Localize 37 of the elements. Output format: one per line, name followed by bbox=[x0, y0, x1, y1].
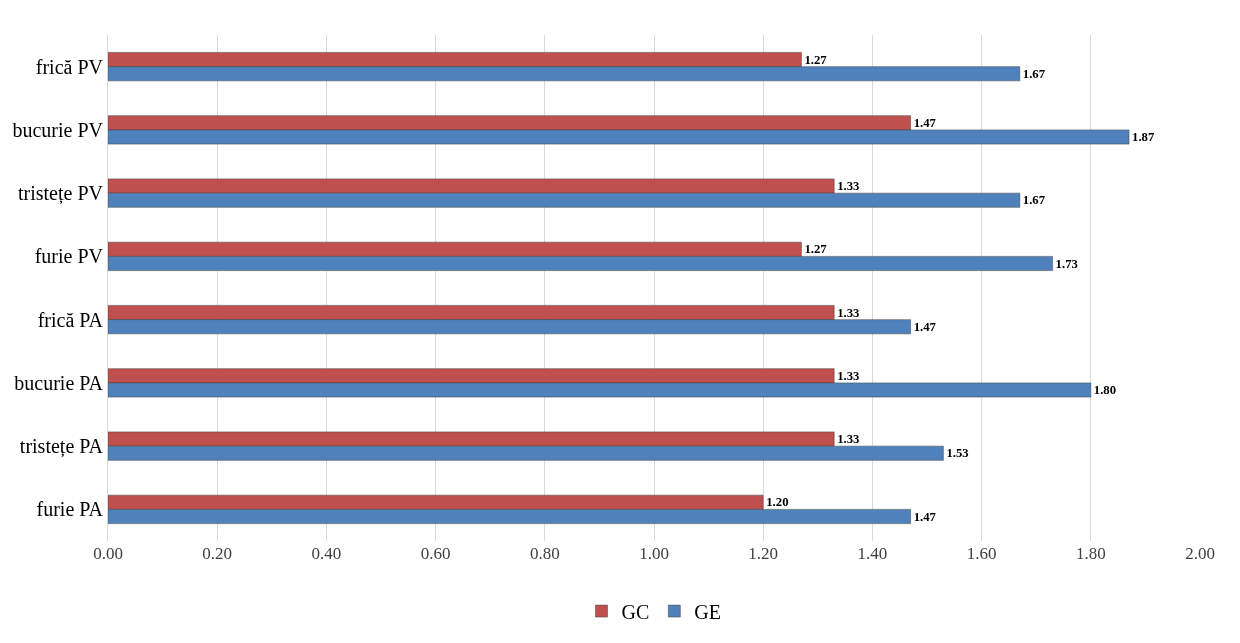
data-label: 1.67 bbox=[1022, 193, 1046, 208]
data-label: 1.67 bbox=[1022, 66, 1046, 81]
x-tick-label: 0.60 bbox=[420, 544, 451, 563]
data-label: 1.27 bbox=[804, 242, 828, 257]
data-label: 1.33 bbox=[837, 305, 860, 320]
x-tick-label: 0.20 bbox=[202, 544, 233, 563]
data-label: 1.87 bbox=[1132, 130, 1155, 145]
legend-label: GE bbox=[694, 600, 721, 623]
y-tick-label: tristețe PA bbox=[19, 435, 104, 459]
x-tick-label: 1.20 bbox=[748, 544, 779, 563]
x-tick-label: 0.40 bbox=[311, 544, 342, 563]
x-tick-label: 1.80 bbox=[1075, 544, 1106, 563]
data-label: 1.73 bbox=[1055, 256, 1078, 271]
y-tick-label: tristețe PV bbox=[18, 182, 104, 206]
data-label: 1.33 bbox=[837, 179, 860, 194]
data-label: 1.47 bbox=[913, 319, 937, 334]
x-tick-label: 2.00 bbox=[1185, 544, 1215, 563]
y-tick-label: frică PA bbox=[37, 308, 104, 331]
y-tick-label: frică PV bbox=[35, 55, 104, 78]
x-tick-label: 0.00 bbox=[93, 544, 123, 563]
data-label: 1.20 bbox=[766, 495, 789, 510]
data-label: 1.53 bbox=[946, 446, 969, 461]
x-tick-label: 1.40 bbox=[857, 544, 888, 563]
x-tick-label: 1.00 bbox=[639, 544, 669, 563]
legend-label: GC bbox=[621, 600, 650, 623]
data-label: 1.47 bbox=[913, 509, 937, 524]
data-label: 1.80 bbox=[1093, 383, 1117, 398]
x-tick-label: 1.60 bbox=[966, 544, 997, 563]
y-tick-label: furie PV bbox=[34, 245, 104, 268]
y-tick-label: furie PA bbox=[36, 498, 104, 521]
data-label: 1.33 bbox=[837, 368, 860, 383]
x-tick-label: 0.80 bbox=[529, 544, 560, 563]
y-tick-label: bucurie PV bbox=[12, 118, 104, 141]
data-label: 1.27 bbox=[804, 52, 828, 67]
data-label: 1.47 bbox=[913, 115, 937, 130]
data-label: 1.33 bbox=[837, 432, 860, 447]
y-tick-label: bucurie PA bbox=[14, 371, 104, 394]
